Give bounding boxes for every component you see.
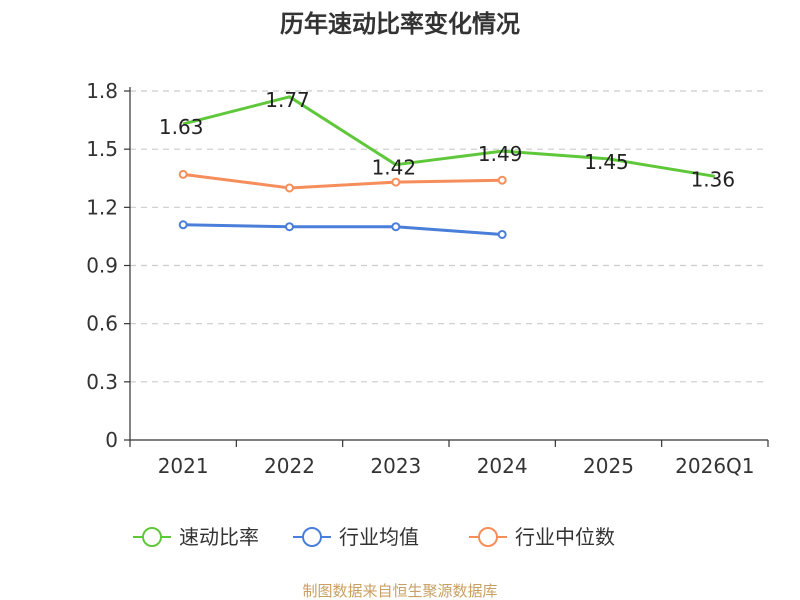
legend-label-1: 行业均值 xyxy=(339,525,419,549)
series-2-point-1 xyxy=(285,183,294,193)
series-0-label-4: 1.45 xyxy=(584,150,629,174)
x-tick-label-4: 2025 xyxy=(583,454,634,478)
series-0-label-2: 1.42 xyxy=(372,156,417,180)
y-tick-label-2: 0.6 xyxy=(86,312,118,336)
legend-item-2[interactable]: 行业中位数 xyxy=(469,525,615,549)
x-tick-label-1: 2022 xyxy=(264,454,315,478)
series-1-point-2 xyxy=(391,222,401,232)
legend-item-0[interactable]: 速动比率 xyxy=(133,525,259,549)
axes: 0 0.3 0.6 0.9 1.2 1.5 1.8 2021 2022 2023 2024 2025 2… xyxy=(86,79,769,478)
legend-item-1[interactable]: 行业均值 xyxy=(293,525,419,549)
legend-marker-0 xyxy=(142,527,162,547)
x-tick-label-5: 2026Q1 xyxy=(675,454,754,478)
legend-marker-2 xyxy=(478,527,498,547)
x-tick-label-2: 2023 xyxy=(370,454,421,478)
series-1-point-0 xyxy=(178,220,188,230)
data-labels: 1.63 1.77 1.42 1.49 1.45 1.36 xyxy=(159,88,735,191)
y-tick-label-3: 0.9 xyxy=(86,254,118,278)
series-line-0 xyxy=(182,95,716,178)
series-2-point-0 xyxy=(178,169,188,179)
series-0-label-5: 1.36 xyxy=(691,167,736,191)
y-tick-label-5: 1.5 xyxy=(86,137,118,161)
series-2-point-2 xyxy=(391,177,401,187)
y-tick-label-1: 0.3 xyxy=(86,370,118,394)
x-tick-label-0: 2021 xyxy=(158,454,209,478)
series-0-label-3: 1.49 xyxy=(478,142,523,166)
series-1-point-1 xyxy=(285,222,294,232)
source-note: 制图数据来自恒生聚源数据库 xyxy=(302,582,497,600)
legend: 速动比率 行业均值 行业中位数 xyxy=(133,525,615,549)
y-tick-label-4: 1.2 xyxy=(86,195,118,219)
legend-label-2: 行业中位数 xyxy=(515,525,615,549)
series-1-point-3 xyxy=(497,229,507,239)
x-tick-label-3: 2024 xyxy=(477,454,528,478)
legend-marker-1 xyxy=(302,527,322,547)
y-tick-label-6: 1.8 xyxy=(86,79,118,103)
series-0-label-0: 1.63 xyxy=(159,115,204,139)
series xyxy=(178,95,716,239)
legend-label-0: 速动比率 xyxy=(179,525,259,549)
grid xyxy=(130,90,768,383)
series-0-label-1: 1.77 xyxy=(265,88,310,112)
series-line-2 xyxy=(182,172,503,190)
chart-title: 历年速动比率变化情况 xyxy=(280,10,520,38)
series-2-point-3 xyxy=(497,175,507,185)
y-tick-label-0: 0 xyxy=(105,428,118,452)
series-line-1 xyxy=(183,223,503,236)
